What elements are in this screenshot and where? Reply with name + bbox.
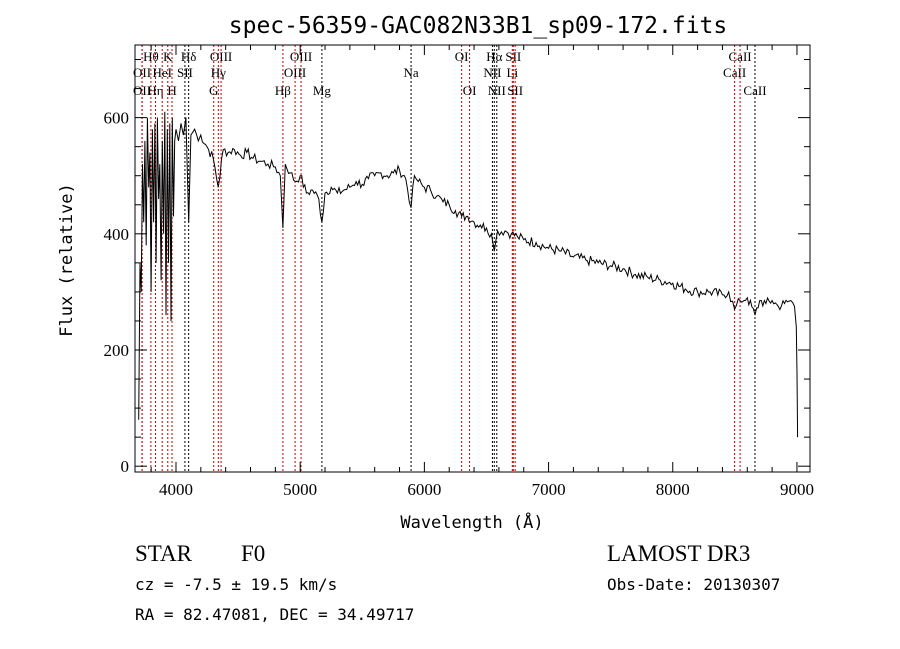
x-tick-label: 9000 [780, 480, 814, 499]
obs-date: Obs-Date: 20130307 [607, 575, 780, 594]
line-label: Hθ [143, 49, 159, 64]
line-label: OIII [284, 65, 306, 80]
line-label: SII [177, 65, 193, 80]
line-label: OI [463, 83, 477, 98]
y-tick-label: 0 [121, 457, 130, 476]
line-label: Hα [486, 49, 502, 64]
axis-ticks: 4000 5000 6000 7000 8000 9000 0 200 400 600 [104, 45, 814, 499]
line-label: OIII [290, 49, 312, 64]
y-tick-label: 200 [104, 341, 130, 360]
x-tick-label: 8000 [656, 480, 690, 499]
x-tick-label: 6000 [407, 480, 441, 499]
line-label: OIII [210, 49, 232, 64]
line-label: SII [505, 49, 521, 64]
spectral-lines: OIIOIIHθHηHeIKHSIIHδGHγOIIIHβOIIIOIIIMgN… [133, 45, 767, 472]
line-label: G [209, 83, 218, 98]
line-label: NII [488, 83, 506, 98]
line-label: NII [483, 65, 501, 80]
x-tick-label: 4000 [159, 480, 193, 499]
x-axis-label: Wavelength (Å) [400, 511, 543, 533]
line-label: OII [133, 83, 151, 98]
line-label: HeI [152, 65, 172, 80]
line-label: CaII [723, 65, 746, 80]
chart-title: spec-56359-GAC082N33B1_sp09-172.fits [229, 13, 728, 39]
line-label: H [167, 83, 176, 98]
object-subclass: F0 [241, 541, 265, 566]
line-label: Hη [147, 83, 163, 98]
line-label: CaII [729, 49, 752, 64]
line-label: Li [507, 65, 519, 80]
line-label: OI [455, 49, 469, 64]
y-tick-label: 400 [104, 225, 130, 244]
redshift-cz: cz = -7.5 ± 19.5 km/s [135, 575, 337, 594]
survey-name: LAMOST DR3 [607, 541, 750, 566]
plot-frame [134, 44, 811, 473]
spectrum-line [138, 111, 799, 438]
line-label: Mg [313, 83, 332, 98]
line-label: OII [133, 65, 151, 80]
line-label: Hβ [275, 83, 291, 98]
y-axis-label: Flux (relative) [57, 183, 77, 337]
line-label: CaII [743, 83, 766, 98]
y-tick-label: 600 [104, 109, 130, 128]
coordinates: RA = 82.47081, DEC = 34.49717 [135, 605, 414, 624]
x-tick-label: 5000 [283, 480, 317, 499]
x-tick-label: 7000 [532, 480, 566, 499]
line-label: K [163, 49, 173, 64]
line-label: SII [507, 83, 523, 98]
line-label: Hγ [211, 65, 226, 80]
object-class: STAR [135, 541, 193, 566]
line-label: Hδ [181, 49, 197, 64]
line-label: Na [403, 65, 418, 80]
